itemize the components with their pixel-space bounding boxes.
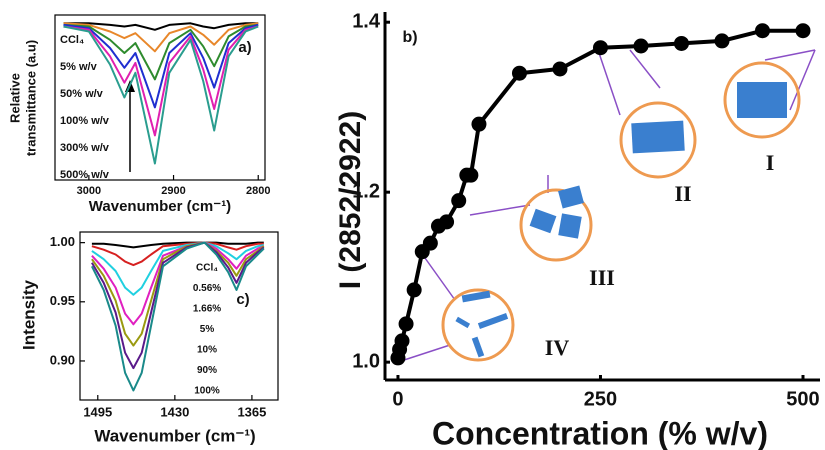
- data-point: [795, 23, 810, 38]
- legend-label: 5%: [200, 324, 215, 335]
- y-axis-label: I (2852/2922): [334, 111, 367, 289]
- legend-label: 500% w/v: [60, 169, 110, 181]
- data-point: [407, 282, 422, 297]
- panel-label: b): [402, 29, 417, 46]
- data-point: [399, 316, 414, 331]
- data-point: [512, 66, 527, 81]
- stage-label: II: [674, 181, 691, 206]
- x-tick-label: 2900: [161, 185, 185, 197]
- legend-label: 50% w/v: [60, 88, 104, 100]
- data-point: [552, 61, 567, 76]
- panel-label: a): [238, 39, 251, 56]
- y-tick-label: 1.4: [352, 10, 381, 32]
- legend-label: 100%: [194, 386, 220, 397]
- data-point: [439, 214, 454, 229]
- x-tick-label: 2800: [246, 185, 270, 197]
- legend-label: 10%: [197, 345, 217, 356]
- y-tick-label: 1.0: [352, 350, 380, 372]
- legend-label: CCl₄: [196, 263, 218, 274]
- stage-label: III: [589, 265, 615, 290]
- y-tick-label: 1.00: [50, 234, 75, 249]
- x-axis-label: Wavenumber (cm⁻¹): [94, 426, 255, 445]
- legend-label: 0.56%: [193, 283, 221, 294]
- data-line: [92, 243, 264, 391]
- y-axis-label: Intensity: [19, 280, 38, 350]
- x-tick-label: 1430: [160, 404, 189, 419]
- data-point: [755, 23, 770, 38]
- y-tick-label: 0.90: [50, 352, 75, 367]
- x-tick-label: 500: [786, 388, 819, 410]
- x-tick-label: 0: [392, 388, 403, 410]
- x-tick-label: 3000: [77, 185, 101, 197]
- data-point: [451, 193, 466, 208]
- data-point: [593, 40, 608, 55]
- legend-label: 1.66%: [193, 304, 221, 315]
- legend-label: 5% w/v: [60, 61, 98, 73]
- data-point: [423, 236, 438, 251]
- data-point: [395, 333, 410, 348]
- figure: 3000 2900 2800 Wavenumber (cm⁻¹) Relativetra…: [0, 0, 825, 450]
- x-tick-label: 250: [584, 388, 617, 410]
- panel-label: c): [236, 291, 249, 308]
- stage-label: IV: [545, 335, 570, 360]
- data-point: [714, 33, 729, 48]
- legend-label: 300% w/v: [60, 142, 110, 154]
- stage-label: I: [766, 150, 775, 175]
- x-axis-label: Wavenumber (cm⁻¹): [89, 198, 231, 215]
- data-point: [633, 38, 648, 53]
- data-point: [471, 117, 486, 132]
- x-tick-label: 1365: [237, 404, 266, 419]
- x-axis-label: Concentration (% w/v): [432, 415, 768, 450]
- legend-label: 100% w/v: [60, 115, 110, 127]
- y-axis-label: transmittance (a.u): [23, 40, 38, 156]
- x-tick-label: 1495: [83, 404, 112, 419]
- legend-label: CCl₄: [60, 34, 84, 46]
- legend-label: 90%: [197, 365, 217, 376]
- y-tick-label: 0.95: [50, 293, 75, 308]
- y-axis-label: Relative: [7, 73, 22, 123]
- data-point: [463, 168, 478, 183]
- data-point: [674, 36, 689, 51]
